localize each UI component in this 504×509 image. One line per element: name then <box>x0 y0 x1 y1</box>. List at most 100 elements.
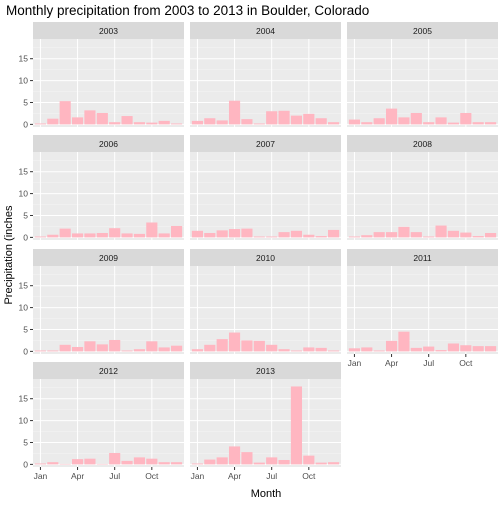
bar-2006-m5 <box>84 233 95 237</box>
bar-2006-m4 <box>72 233 83 237</box>
y-tick-label: 10 <box>19 416 29 426</box>
bar-2008-m11 <box>473 236 484 237</box>
bar-2003-m6 <box>97 113 108 124</box>
bar-2008-m10 <box>460 233 471 238</box>
bar-2013-m8 <box>278 460 289 464</box>
facet-plot-area <box>33 152 184 240</box>
bar-2010-m3 <box>217 339 228 351</box>
y-tick-label: 10 <box>19 76 29 86</box>
bar-2009-m6 <box>97 344 108 351</box>
bar-2012-m8 <box>121 461 132 465</box>
x-tick-label: Jul <box>423 358 434 368</box>
bar-2005-m8 <box>435 117 446 124</box>
y-tick-label: 10 <box>19 303 29 313</box>
bar-2004-m4 <box>229 101 240 125</box>
bar-2007-m12 <box>328 230 339 237</box>
bar-2008-m8 <box>435 226 446 238</box>
bar-2012-m10 <box>146 459 157 465</box>
bar-2004-m9 <box>291 116 302 125</box>
bar-2006-m1 <box>35 236 46 237</box>
y-tick-label: 5 <box>23 210 28 220</box>
bar-2004-m3 <box>217 120 228 124</box>
bar-2010-m9 <box>291 350 302 351</box>
bar-2003-m10 <box>146 123 157 125</box>
bar-2011-m5 <box>398 332 409 352</box>
facet-panel-2010: 2010 <box>190 249 341 354</box>
facet-strip-label: 2007 <box>256 139 275 149</box>
x-tick-label: Oct <box>145 471 159 481</box>
bar-2005-m11 <box>473 122 484 124</box>
bar-2012-m7 <box>109 453 120 464</box>
bar-2011-m6 <box>411 348 422 352</box>
bar-2012-m12 <box>171 462 182 464</box>
bar-2003-m11 <box>159 121 170 125</box>
facet-plot-area <box>190 39 341 127</box>
bar-2008-m4 <box>386 232 397 237</box>
bar-2009-m8 <box>121 350 132 351</box>
bar-2008-m5 <box>398 227 409 238</box>
bar-2012-m5 <box>84 459 95 465</box>
facet-plot-area <box>190 266 341 354</box>
bar-2007-m9 <box>291 231 302 238</box>
bar-2003-m3 <box>60 101 71 124</box>
x-tick-label: Jan <box>34 471 48 481</box>
bar-2013-m11 <box>316 463 327 465</box>
bar-2008-m1 <box>349 236 360 237</box>
facet-plot-area <box>33 266 184 354</box>
bar-2004-m11 <box>316 118 327 124</box>
bar-2013-m2 <box>204 460 215 465</box>
bar-2010-m11 <box>316 348 327 352</box>
bar-2011-m3 <box>374 350 385 351</box>
facet-plot-area <box>33 379 184 467</box>
y-tick-label: 10 <box>19 189 29 199</box>
y-tick-label: 15 <box>19 281 29 291</box>
bar-2006-m11 <box>159 233 170 237</box>
bar-2007-m10 <box>303 235 314 238</box>
y-tick-label: 0 <box>23 459 28 469</box>
facet-panel-2007: 2007 <box>190 135 341 240</box>
bar-2009-m3 <box>60 345 71 352</box>
bar-2007-m4 <box>229 229 240 237</box>
x-tick-label: Jan <box>191 471 205 481</box>
bar-2011-m4 <box>386 341 397 352</box>
facet-strip-label: 2005 <box>413 26 432 36</box>
bar-2013-m5 <box>241 452 252 464</box>
bar-2003-m1 <box>35 123 46 124</box>
bar-2005-m3 <box>374 118 385 124</box>
bar-2009-m4 <box>72 347 83 351</box>
x-tick-label: Apr <box>228 471 241 481</box>
bar-2009-m10 <box>146 341 157 351</box>
bar-2005-m6 <box>411 113 422 124</box>
bar-2009-m7 <box>109 340 120 351</box>
bar-2007-m8 <box>278 232 289 237</box>
bar-2009-m9 <box>134 349 145 351</box>
facet-strip-label: 2003 <box>99 26 118 36</box>
bar-2011-m9 <box>448 343 459 351</box>
bar-2004-m10 <box>303 114 314 125</box>
bar-2007-m3 <box>217 230 228 237</box>
facet-panel-2008: 2008 <box>347 135 498 240</box>
bar-2006-m3 <box>60 229 71 238</box>
facet-strip-label: 2013 <box>256 366 275 376</box>
bar-2003-m12 <box>171 123 182 124</box>
bar-2013-m1 <box>192 463 203 464</box>
facet-plot-area <box>347 152 498 240</box>
x-tick-label: Jul <box>109 471 120 481</box>
x-tick-label: Jan <box>348 358 362 368</box>
bar-2006-m2 <box>47 235 58 238</box>
y-tick-label: 0 <box>23 232 28 242</box>
bar-2008-m2 <box>361 235 372 237</box>
bar-2007-m2 <box>204 233 215 237</box>
facet-plot-area <box>347 39 498 127</box>
bar-2004-m8 <box>278 111 289 125</box>
bar-2008-m6 <box>411 232 422 237</box>
bar-2005-m7 <box>423 122 434 124</box>
bar-2004-m2 <box>204 118 215 124</box>
bar-2005-m9 <box>448 123 459 125</box>
x-tick-label: Apr <box>71 471 84 481</box>
